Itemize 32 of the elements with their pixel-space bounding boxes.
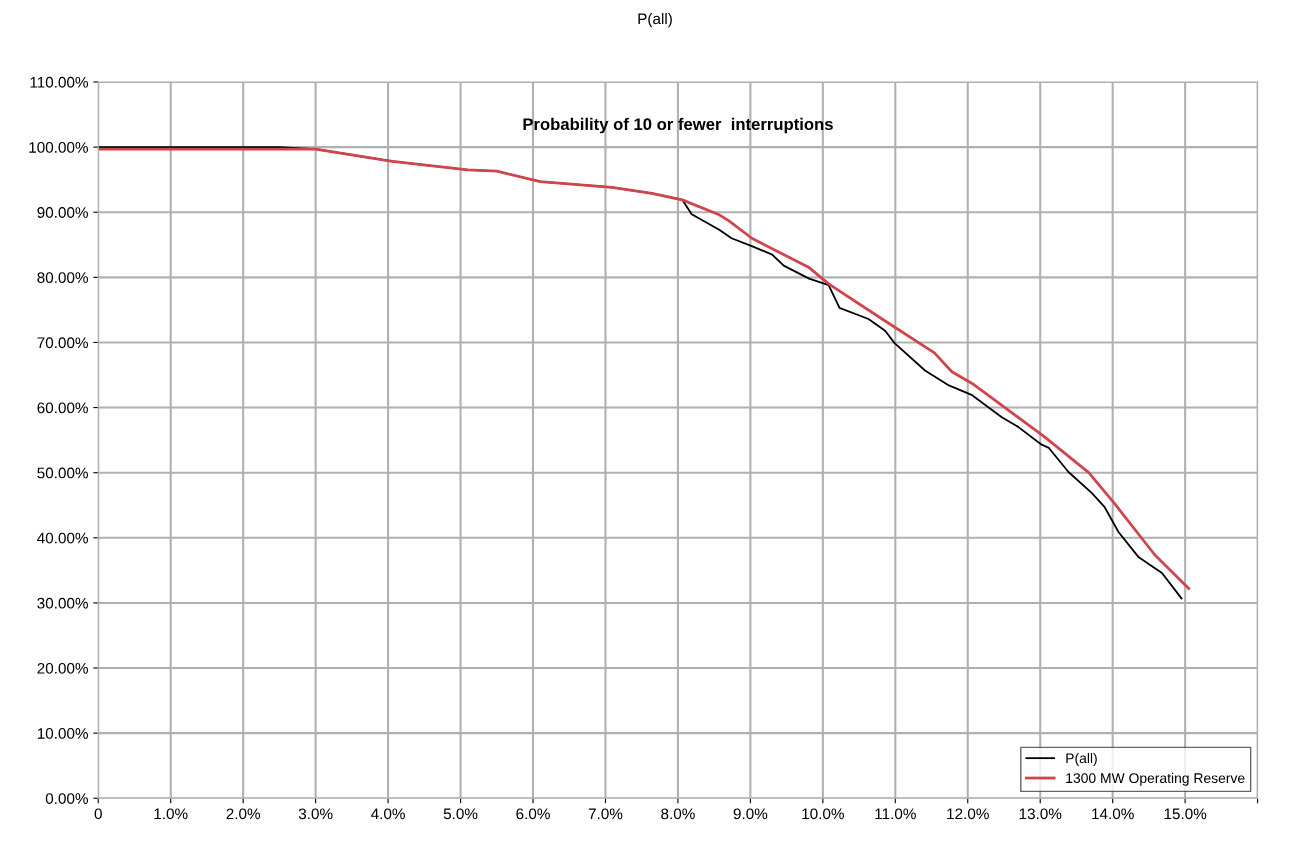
y-tick-label: 10.00% [37, 728, 88, 739]
x-tick-label: 6.0% [516, 808, 550, 820]
x-tick-label: 4.0% [371, 808, 405, 820]
x-tick-label: 15.0% [1164, 808, 1207, 820]
x-tick-label: 10.0% [802, 808, 844, 820]
x-tick-label: 13.0% [1019, 808, 1062, 820]
x-tick-label: 12.0% [947, 808, 989, 820]
y-tick-label: 70.00% [37, 337, 88, 349]
x-tick-label: 14.0% [1092, 808, 1134, 820]
y-tick-label: 20.00% [37, 662, 88, 674]
y-tick-label: 80.00% [37, 272, 88, 284]
legend-label: P(all) [1066, 752, 1097, 766]
x-tick-label: 1.0% [154, 808, 188, 820]
x-tick-label: 5.0% [443, 808, 478, 820]
y-tick-label: 0.00% [45, 793, 88, 804]
y-tick-label: 90.00% [37, 207, 88, 218]
x-tick-label: 3.0% [298, 808, 333, 820]
y-tick-label: 100.00% [29, 141, 88, 153]
x-tick-label: 7.0% [588, 808, 623, 820]
y-tick-label: 110.00% [30, 76, 88, 88]
x-tick-label: 11.0% [875, 808, 916, 820]
y-tick-label: 30.00% [37, 597, 88, 609]
y-tick-label: 50.00% [37, 467, 88, 479]
y-tick-label: 40.00% [37, 532, 88, 544]
x-tick-label: 2.0% [226, 808, 261, 820]
text: Probability of 10 or fewer interruptions [523, 117, 833, 134]
x-tick-label: 9.0% [733, 808, 768, 820]
x-tick-label: 8.0% [661, 808, 695, 820]
chart-title: P(all) [638, 12, 672, 28]
y-tick-label: 60.00% [37, 402, 88, 414]
x-tick-label: 0 [94, 808, 102, 820]
legend-label: 1300 MW Operating Reserve [1066, 772, 1245, 786]
